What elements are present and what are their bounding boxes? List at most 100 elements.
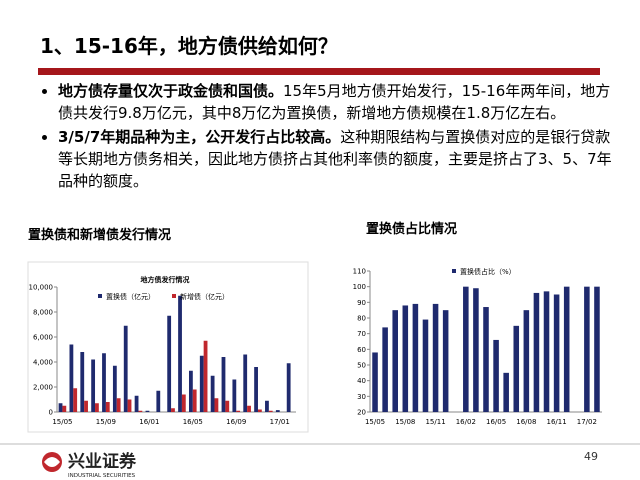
bar [123, 325, 128, 412]
bar [225, 400, 230, 412]
chart-subtitle: 地方债发行情况 [141, 275, 190, 284]
x-tick-label: 15/11 [425, 418, 445, 426]
bar [116, 398, 121, 412]
bar [112, 365, 117, 412]
bullet-bold: 3/5/7年期品种为主，公开发行占比较高。 [58, 128, 341, 146]
legend-label: 置换债占比（%） [460, 267, 516, 276]
bar [563, 286, 570, 412]
bar [275, 410, 280, 412]
x-tick-label: 16/05 [183, 418, 203, 426]
bar [594, 286, 600, 412]
bar [192, 389, 197, 412]
x-tick-label: 15/05 [52, 418, 72, 426]
y-tick-label: 110 [353, 268, 366, 276]
legend-swatch [98, 294, 102, 298]
bullet-bold: 地方债存量仅次于政金债和国债。 [58, 82, 284, 100]
bar [91, 359, 96, 412]
bar [138, 410, 143, 412]
x-tick-label: 15/09 [96, 418, 116, 426]
chart-title: 置换债占比情况 [366, 221, 457, 237]
legend-swatch [172, 294, 176, 298]
bar [214, 398, 219, 412]
y-tick-label: 20 [357, 409, 366, 417]
bar [432, 303, 439, 412]
chart-title: 置换债和新增债发行情况 [28, 227, 171, 243]
bar [62, 405, 67, 412]
bar [412, 303, 419, 412]
bar [584, 286, 590, 412]
bar [473, 288, 479, 412]
bullet: 地方债存量仅次于政金债和国债。15年5月地方债开始发行，15-16年两年间，地方… [58, 80, 613, 124]
bar [134, 395, 139, 412]
bullet-text: 15年5月地方债开始发行，15-16年两年间，地方债共发行9.8万亿元，其中8万… [58, 82, 611, 122]
bar [422, 319, 429, 412]
bar [203, 340, 208, 412]
y-tick-label: 2,000 [33, 384, 53, 392]
title-bar [38, 68, 600, 75]
bar [102, 353, 106, 412]
slide-title: 1、15-16年，地方债供给如何？ [40, 34, 338, 58]
y-tick-label: 90 [357, 299, 366, 307]
bar [105, 402, 110, 412]
bar [236, 410, 241, 412]
logo-text: 兴业证券 [68, 451, 137, 472]
bar [265, 400, 269, 412]
bar [232, 379, 237, 412]
bar [127, 399, 132, 412]
bar [156, 390, 161, 412]
bullet-list: 地方债存量仅次于政金债和国债。15年5月地方债开始发行，15-16年两年间，地方… [40, 80, 613, 194]
x-tick-label: 16/09 [226, 418, 246, 426]
y-tick-label: 40 [357, 377, 366, 385]
bar [84, 400, 88, 412]
y-tick-label: 8,000 [33, 309, 53, 317]
bullet-text: 这种期限结构与置换债对应的是银行贷款等长期地方债务相关，因此地方债挤占其他利率债… [58, 128, 612, 190]
x-tick-label: 17/02 [577, 418, 597, 426]
bar [171, 408, 175, 412]
bar [392, 310, 398, 412]
bar [221, 357, 226, 412]
bar [199, 355, 204, 412]
bar [402, 305, 409, 412]
bar [247, 405, 251, 412]
bar [178, 295, 182, 412]
bar [493, 339, 499, 412]
bar [463, 286, 469, 412]
bar [268, 410, 273, 412]
bar [73, 388, 78, 412]
bar [513, 325, 520, 412]
y-tick-label: 6,000 [33, 334, 53, 342]
y-tick-label: 70 [357, 330, 366, 338]
bar [145, 410, 150, 412]
y-tick-label: 4,000 [33, 359, 53, 367]
bar [69, 344, 74, 412]
bullet: 3/5/7年期品种为主，公开发行占比较高。这种期限结构与置换债对应的是银行贷款等… [58, 126, 613, 192]
logo-text-en: INDUSTRIAL SECURITIES [68, 473, 136, 479]
bar [257, 409, 262, 412]
y-tick-label: 80 [357, 315, 366, 323]
y-tick-label: 60 [357, 346, 366, 354]
bar [543, 291, 550, 412]
x-tick-label: 16/05 [486, 418, 506, 426]
bar [442, 310, 449, 412]
bar [483, 307, 489, 412]
x-tick-label: 16/01 [139, 418, 159, 426]
x-tick-label: 15/05 [365, 418, 385, 426]
y-tick-label: 10,000 [29, 284, 54, 292]
bar [372, 352, 378, 412]
bar [95, 403, 99, 412]
y-tick-label: 0 [49, 409, 53, 417]
bar [523, 310, 530, 412]
x-tick-label: 16/08 [516, 418, 536, 426]
page-number: 49 [584, 450, 598, 463]
bar [533, 292, 540, 412]
y-tick-label: 50 [357, 362, 366, 370]
bar [167, 315, 172, 412]
x-tick-label: 17/01 [270, 418, 290, 426]
bar [254, 367, 258, 412]
y-tick-label: 100 [353, 283, 366, 291]
bar [80, 352, 85, 412]
bar [286, 363, 291, 412]
bar [382, 327, 388, 412]
